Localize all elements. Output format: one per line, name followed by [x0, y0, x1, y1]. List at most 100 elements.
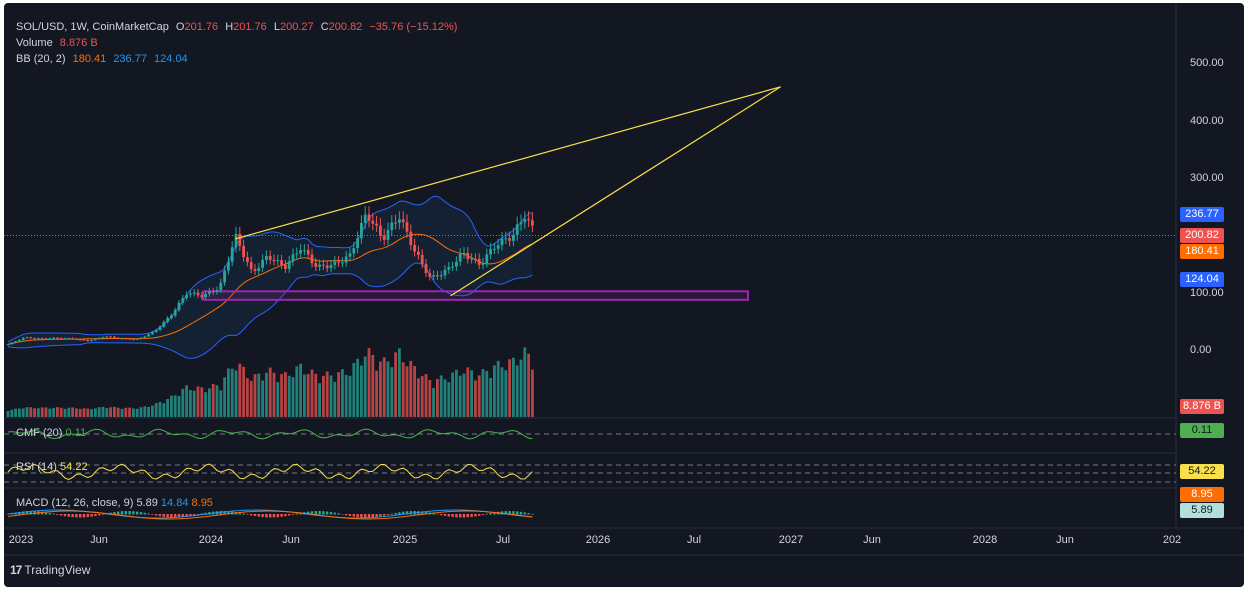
tradingview-logo-icon: 17	[10, 563, 22, 577]
volume-bar	[295, 366, 299, 417]
volume-bar	[162, 403, 166, 417]
volume-bar	[120, 408, 124, 417]
volume-bar	[333, 381, 337, 417]
time-tick: 2025	[392, 534, 418, 546]
candle-body	[531, 220, 534, 226]
candle-body	[504, 238, 508, 240]
macd-histogram-bar	[295, 513, 298, 515]
bb-legend[interactable]: BB (20, 2) 180.41 236.77 124.04	[16, 53, 192, 65]
rsi-value: 54.22	[60, 461, 88, 473]
candle-body	[515, 224, 519, 235]
macd-histogram-bar	[508, 511, 511, 515]
candle-body	[280, 260, 283, 265]
volume-bar	[33, 408, 36, 417]
volume-bar	[40, 407, 44, 417]
volume-bar	[443, 379, 447, 417]
candle-body	[86, 340, 90, 342]
volume-bar	[360, 365, 363, 417]
macd-legend[interactable]: MACD (12, 26, close, 9) 5.89 14.84 8.95	[16, 497, 213, 509]
candle-body	[424, 264, 428, 274]
cmf-legend[interactable]: CMF (20) 0.11	[16, 427, 86, 439]
candle-body	[352, 248, 356, 254]
volume-bar	[477, 375, 481, 417]
candle-body	[170, 315, 173, 319]
symbol-title[interactable]: SOL/USD, 1W, CoinMarketCap	[16, 21, 169, 33]
time-tick: Jul	[686, 534, 702, 546]
candle-body	[219, 282, 223, 291]
macd-histogram-bar	[25, 511, 29, 515]
price-chart[interactable]	[4, 3, 1244, 587]
candle-body	[455, 261, 458, 267]
candle-body	[401, 219, 405, 223]
macd-histogram-bar	[523, 512, 526, 515]
candle-body	[147, 334, 150, 337]
rsi-legend[interactable]: RSI (14) 54.22	[16, 461, 88, 473]
candle-body	[287, 261, 291, 269]
volume-bar	[458, 375, 462, 417]
candle-body	[314, 263, 318, 267]
macd-histogram-bar	[101, 514, 105, 515]
macd-histogram-bar	[67, 514, 70, 517]
macd-line-value: 14.84	[160, 497, 189, 509]
volume-bar	[314, 373, 318, 417]
macd-histogram-bar	[246, 514, 249, 515]
volume-bar	[10, 409, 14, 417]
bb-upper-tag: 236.77	[1180, 207, 1224, 222]
macd-histogram-bar	[307, 511, 310, 515]
volume-bar	[432, 387, 435, 417]
macd-histogram-bar	[436, 513, 439, 515]
candle-body	[249, 262, 253, 270]
time-tick: Jun	[90, 534, 108, 546]
macd-histogram-bar	[466, 514, 469, 518]
candle-body	[360, 222, 363, 239]
bb-lower-value: 124.04	[154, 53, 188, 65]
macd-histogram-bar	[421, 511, 424, 515]
chart-frame: SOL/USD, 1W, CoinMarketCap O201.76 H201.…	[4, 3, 1244, 587]
candle-body	[90, 340, 93, 342]
candle-body	[75, 338, 78, 340]
volume-bar	[242, 366, 245, 417]
candle-body	[82, 339, 86, 341]
macd-histogram-bar	[493, 512, 496, 515]
ohlc-open: O201.76	[175, 21, 219, 33]
macd-tag: 5.89	[1180, 503, 1224, 518]
time-tick: Jun	[1056, 534, 1074, 546]
macd-histogram-bar	[269, 514, 272, 518]
volume-bar	[280, 374, 283, 417]
macd-histogram-bar	[124, 511, 127, 515]
volume-bar	[52, 407, 55, 417]
volume-bar	[439, 375, 443, 417]
macd-histogram-bar	[56, 514, 59, 515]
candle-body	[303, 250, 306, 252]
candle-body	[238, 233, 242, 246]
candle-body	[420, 254, 424, 265]
volume-bar	[94, 408, 97, 417]
candle-body	[470, 258, 473, 260]
macd-histogram-bar	[60, 514, 63, 516]
volume-bar	[375, 370, 378, 417]
candle-body	[322, 264, 325, 266]
tradingview-brand[interactable]: 17 TradingView	[10, 563, 90, 577]
candle-body	[386, 229, 390, 240]
macd-histogram-bar	[345, 514, 348, 516]
volume-bar	[371, 354, 375, 417]
macd-histogram-bar	[440, 514, 443, 516]
candle-body	[59, 338, 63, 340]
candle-body	[409, 231, 413, 246]
macd-histogram-bar	[151, 514, 154, 515]
time-tick: Jul	[495, 534, 511, 546]
volume-legend[interactable]: Volume 8.876 B	[16, 37, 102, 49]
time-tick: 2023	[8, 534, 34, 546]
wedge-lower-line	[450, 86, 781, 297]
price-tick: 400.00	[1190, 115, 1224, 127]
volume-bar	[189, 390, 192, 417]
macd-histogram-bar	[474, 514, 477, 517]
volume-bar	[470, 370, 473, 417]
symbol-legend: SOL/USD, 1W, CoinMarketCap O201.76 H201.…	[16, 21, 461, 33]
candle-body	[132, 339, 135, 341]
macd-histogram-bar	[326, 511, 329, 515]
candle-body	[493, 248, 496, 250]
volume-bar	[519, 359, 523, 417]
macd-histogram-bar	[371, 514, 374, 518]
macd-histogram-bar	[390, 513, 393, 515]
